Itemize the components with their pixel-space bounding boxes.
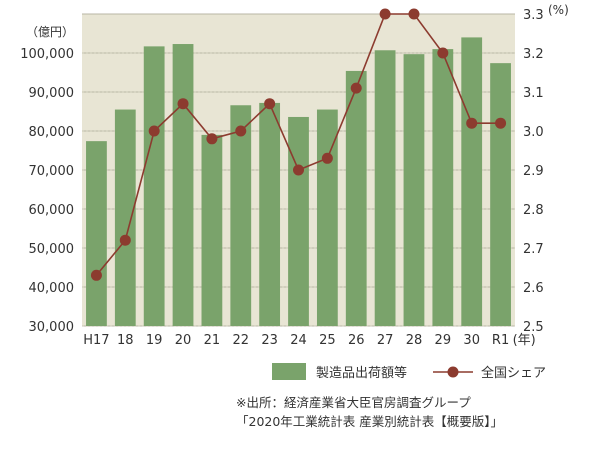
x-tick-label: 29 [435, 333, 452, 348]
right-tick-label: 2.6 [523, 281, 544, 296]
share-point [437, 47, 449, 59]
bar-legend-label: 製造品出荷額等 [316, 366, 408, 381]
x-tick-label: 30 [463, 333, 480, 348]
left-axis-ticks: 30,000 40,000 50,000 60,000 70,000 80,000 90,0… [20, 47, 74, 335]
share-point [177, 98, 189, 110]
x-tick-label: 24 [290, 333, 307, 348]
share-point [379, 8, 391, 20]
x-tick-label: 21 [204, 333, 221, 348]
share-point [264, 98, 276, 110]
line-legend-marker [433, 366, 474, 377]
right-tick-label: 2.8 [523, 203, 544, 218]
share-point [119, 234, 131, 246]
right-tick-label: 2.7 [523, 242, 544, 257]
source-line-2: 「2020年工業統計表 産業別統計表【概要版】」 [236, 414, 504, 429]
share-point [235, 125, 247, 137]
left-tick-label: 80,000 [29, 125, 75, 140]
bar [86, 141, 107, 326]
x-tick-label: 19 [146, 333, 163, 348]
x-tick-label: 25 [319, 333, 336, 348]
left-tick-label: 50,000 [29, 242, 75, 257]
x-tick-label: 18 [117, 333, 134, 348]
left-tick-label: 40,000 [29, 281, 75, 296]
right-tick-label: 2.5 [523, 320, 544, 335]
share-point [350, 82, 362, 94]
x-tick-label: 27 [377, 333, 394, 348]
right-axis-unit: (%) [548, 3, 569, 17]
x-axis-ticks: H17 18 19 20 21 22 23 24 25 26 27 28 29 30 R1 [83, 333, 509, 348]
line-legend-label: 全国シェア [481, 366, 547, 381]
bar [345, 70, 367, 326]
share-point [321, 152, 333, 164]
source-note: ※出所：経済産業省大臣官房調査グループ 「2020年工業統計表 産業別統計表【概… [236, 393, 503, 431]
bar-series [86, 37, 511, 327]
share-point [148, 125, 160, 137]
bar [172, 44, 194, 326]
bar [432, 49, 454, 326]
bar [230, 105, 252, 326]
left-tick-label: 100,000 [20, 47, 74, 62]
share-point [408, 8, 420, 20]
bar [490, 63, 511, 326]
right-axis-ticks: 2.5 2.6 2.7 2.8 2.9 3.0 3.1 3.2 3.3 [523, 8, 544, 335]
share-point [466, 117, 478, 129]
source-line-1: ※出所：経済産業省大臣官房調査グループ [236, 395, 471, 410]
bar [201, 134, 223, 326]
x-tick-label: 20 [175, 333, 192, 348]
bar [259, 102, 281, 326]
bar [114, 109, 136, 326]
share-point [206, 133, 218, 145]
bar [143, 46, 165, 327]
left-tick-label: 30,000 [29, 320, 75, 335]
x-tick-label: R1 [492, 333, 509, 348]
bar [288, 116, 309, 327]
x-tick-label: 22 [232, 333, 249, 348]
left-tick-label: 90,000 [29, 86, 75, 101]
share-point [90, 269, 102, 281]
bar [403, 54, 425, 327]
line-series [90, 8, 507, 281]
x-tick-label: 26 [348, 333, 365, 348]
chart: 30,000 40,000 50,000 60,000 70,000 80,000 90,0… [20, 3, 569, 348]
bar [461, 37, 483, 327]
legend: 製造品出荷額等 全国シェア [272, 362, 546, 381]
right-tick-label: 3.2 [523, 47, 544, 62]
share-point [495, 117, 507, 129]
x-tick-label: H17 [83, 333, 109, 348]
right-tick-label: 3.0 [523, 125, 544, 140]
share-point [293, 164, 304, 176]
right-tick-label: 3.3 [523, 8, 544, 23]
bar [316, 109, 338, 326]
x-axis-unit: (年) [513, 333, 536, 348]
left-tick-label: 60,000 [29, 203, 75, 218]
right-tick-label: 3.1 [523, 86, 544, 101]
left-axis-unit: （億円） [26, 25, 74, 39]
left-tick-label: 70,000 [29, 164, 75, 179]
bar [374, 50, 396, 327]
x-tick-label: 23 [261, 333, 278, 348]
right-tick-label: 2.9 [523, 164, 544, 179]
bar-legend-swatch [272, 363, 306, 380]
x-tick-label: 28 [406, 333, 423, 348]
